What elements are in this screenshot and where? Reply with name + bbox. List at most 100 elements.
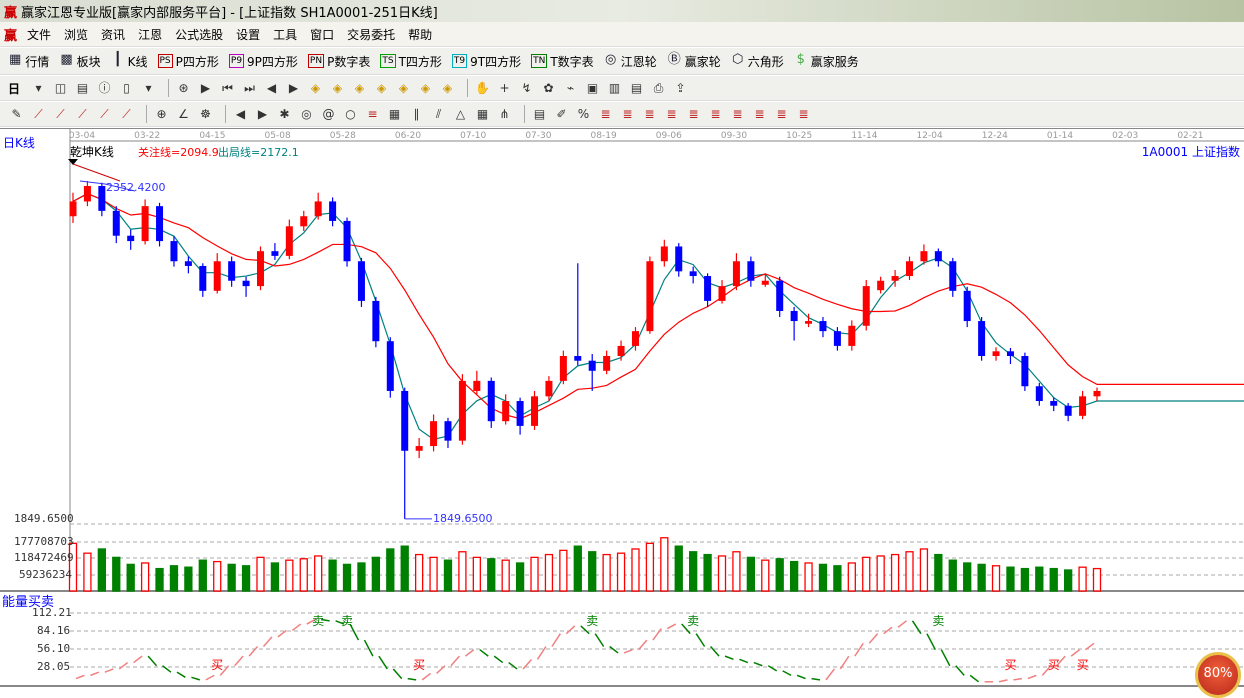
toolbar-button-12[interactable]: $ 赢家服务 xyxy=(794,53,859,70)
menu-item-9[interactable]: 帮助 xyxy=(408,27,433,42)
info-icon[interactable]: ⓘ xyxy=(98,80,111,95)
diamond-up-icon[interactable]: ◈ xyxy=(310,80,321,95)
dropdown-icon[interactable]: ▾ xyxy=(35,80,42,95)
arrow-left-icon[interactable]: ◀ xyxy=(235,106,246,121)
spiral-icon[interactable]: @ xyxy=(322,106,335,121)
menu-item-5[interactable]: 设置 xyxy=(236,27,261,42)
trend-icon[interactable]: ⌁ xyxy=(566,80,575,95)
toolbar-button-10[interactable]: Ⓑ 赢家轮 xyxy=(667,53,721,70)
toolbar-button-11[interactable]: ⬡ 六角形 xyxy=(731,53,784,70)
volume-bar xyxy=(213,560,222,592)
toolbar-button-3[interactable]: PS P四方形 xyxy=(157,53,219,70)
chart-area[interactable]: 03-04 03-22 04-15 05-08 05-28 06-20 07-10 07-30… xyxy=(0,128,1244,687)
candle-body xyxy=(992,351,1000,357)
menu-item-0[interactable]: 文件 xyxy=(27,27,52,42)
dropdown-icon[interactable]: ▾ xyxy=(145,80,152,95)
fib-6-icon[interactable]: ≣ xyxy=(710,106,721,121)
arrow-right-icon[interactable]: ▶ xyxy=(257,106,268,121)
next-icon[interactable]: ▶ xyxy=(288,80,299,95)
diamond-down-icon[interactable]: ◈ xyxy=(332,80,343,95)
diamond-right-icon[interactable]: ◈ xyxy=(376,80,387,95)
circle-grid-icon[interactable]: ⊕ xyxy=(156,106,167,121)
calendar-21-icon[interactable]: ▣ xyxy=(586,80,599,95)
parallel-icon[interactable]: ∥ xyxy=(413,106,420,121)
fan-5-icon[interactable]: ⟋ xyxy=(122,106,131,121)
fan-3-icon[interactable]: ⟋ xyxy=(78,106,87,121)
fib-4-icon[interactable]: ≣ xyxy=(666,106,677,121)
toolbar-button-7[interactable]: T9 9T四方形 xyxy=(451,53,521,70)
toolbar-button-8[interactable]: TN T数字表 xyxy=(531,53,594,70)
pitchfork-icon[interactable]: ⋔ xyxy=(499,106,510,121)
fan-4-icon[interactable]: ⟋ xyxy=(100,106,109,121)
toolbar-button-5[interactable]: PN P数字表 xyxy=(307,53,370,70)
hand-icon[interactable]: ✋ xyxy=(475,80,490,95)
candle xyxy=(83,181,91,207)
export-icon[interactable]: ⇪ xyxy=(675,80,686,95)
gann-icon[interactable]: ⊛ xyxy=(178,80,189,95)
menu-logo[interactable]: 赢 xyxy=(4,28,18,44)
diamond-a-icon[interactable]: ◈ xyxy=(398,80,409,95)
fan-1-icon[interactable]: ⟋ xyxy=(34,106,43,121)
candle xyxy=(184,256,192,274)
target-icon[interactable]: ◎ xyxy=(301,106,312,121)
toolbar-button-6[interactable]: TS T四方形 xyxy=(380,53,442,70)
menu-item-7[interactable]: 窗口 xyxy=(310,27,335,42)
circle-icon[interactable]: ○ xyxy=(345,106,356,121)
chart-type-icon[interactable]: ◫ xyxy=(54,80,67,95)
book-icon[interactable]: ▥ xyxy=(608,80,621,95)
cycle-icon[interactable]: ☸ xyxy=(200,106,211,121)
fib-1-icon[interactable]: ≣ xyxy=(600,106,611,121)
percent-icon[interactable]: % xyxy=(577,106,590,121)
period-value: 日 xyxy=(8,81,21,96)
toolbar-button-4[interactable]: P9 9P四方形 xyxy=(228,53,298,70)
last-icon[interactable]: ⏭ xyxy=(244,80,255,95)
channel-icon[interactable]: ⫽ xyxy=(435,106,442,121)
fan-2-icon[interactable]: ⟋ xyxy=(56,106,65,121)
first-icon[interactable]: ⏮ xyxy=(222,80,233,95)
candle xyxy=(906,256,914,281)
menu-item-1[interactable]: 浏览 xyxy=(64,27,89,42)
zoom-badge[interactable]: 80% xyxy=(1195,652,1241,698)
diamond-b-icon[interactable]: ◈ xyxy=(420,80,431,95)
fib-10-icon[interactable]: ≣ xyxy=(798,106,809,121)
period-selector[interactable]: 日 xyxy=(8,80,20,97)
volume-bar xyxy=(732,551,741,592)
doc-icon[interactable]: ▤ xyxy=(76,80,89,95)
toolbar-button-1[interactable]: ▩ 板块 xyxy=(59,53,100,70)
print-icon[interactable]: ⎙ xyxy=(653,80,664,95)
diamond-c-icon[interactable]: ◈ xyxy=(442,80,453,95)
zoom-icon[interactable]: ↯ xyxy=(521,80,532,95)
grid-icon[interactable]: ▦ xyxy=(476,106,489,121)
fib-7-icon[interactable]: ≣ xyxy=(732,106,743,121)
menu-item-3[interactable]: 江恩 xyxy=(138,27,163,42)
toolbar-button-9[interactable]: ◎ 江恩轮 xyxy=(604,53,657,70)
diamond-left-icon[interactable]: ◈ xyxy=(354,80,365,95)
menu-item-8[interactable]: 交易委托 xyxy=(347,27,396,42)
toolbar-button-0[interactable]: ▦ 行情 xyxy=(8,53,49,70)
fib-9-icon[interactable]: ≣ xyxy=(776,106,787,121)
menu-item-4[interactable]: 公式选股 xyxy=(175,27,224,42)
prev-icon[interactable]: ◀ xyxy=(266,80,277,95)
play-icon[interactable]: ▶ xyxy=(200,80,211,95)
menu-item-2[interactable]: 资讯 xyxy=(101,27,126,42)
candle-body xyxy=(1079,396,1087,416)
pen-icon[interactable]: ✐ xyxy=(556,106,567,121)
toolbar-button-2[interactable]: ┃ K线 xyxy=(111,53,148,70)
fib-8-icon[interactable]: ≣ xyxy=(754,106,765,121)
fib-5-icon[interactable]: ≣ xyxy=(688,106,699,121)
notes-icon[interactable]: ▤ xyxy=(630,80,643,95)
box-icon[interactable]: ▦ xyxy=(388,106,401,121)
chart-canvas[interactable]: 03-04 03-22 04-15 05-08 05-28 06-20 07-10 07-30… xyxy=(0,129,1244,688)
fib-icon[interactable]: ≡ xyxy=(367,106,378,121)
fib-2-icon[interactable]: ≣ xyxy=(622,106,633,121)
table-icon[interactable]: ▤ xyxy=(533,106,546,121)
crosshair-icon[interactable]: + xyxy=(499,80,510,95)
menu-item-6[interactable]: 工具 xyxy=(273,27,298,42)
pattern-icon[interactable]: ✿ xyxy=(543,80,554,95)
scale-icon[interactable]: ▯ xyxy=(123,80,130,95)
angle-icon[interactable]: ∠ xyxy=(178,106,189,121)
pencil-icon[interactable]: ✎ xyxy=(11,106,22,121)
fib-3-icon[interactable]: ≣ xyxy=(644,106,655,121)
star-icon[interactable]: ✱ xyxy=(279,106,290,121)
triangle-icon[interactable]: △ xyxy=(455,106,466,121)
